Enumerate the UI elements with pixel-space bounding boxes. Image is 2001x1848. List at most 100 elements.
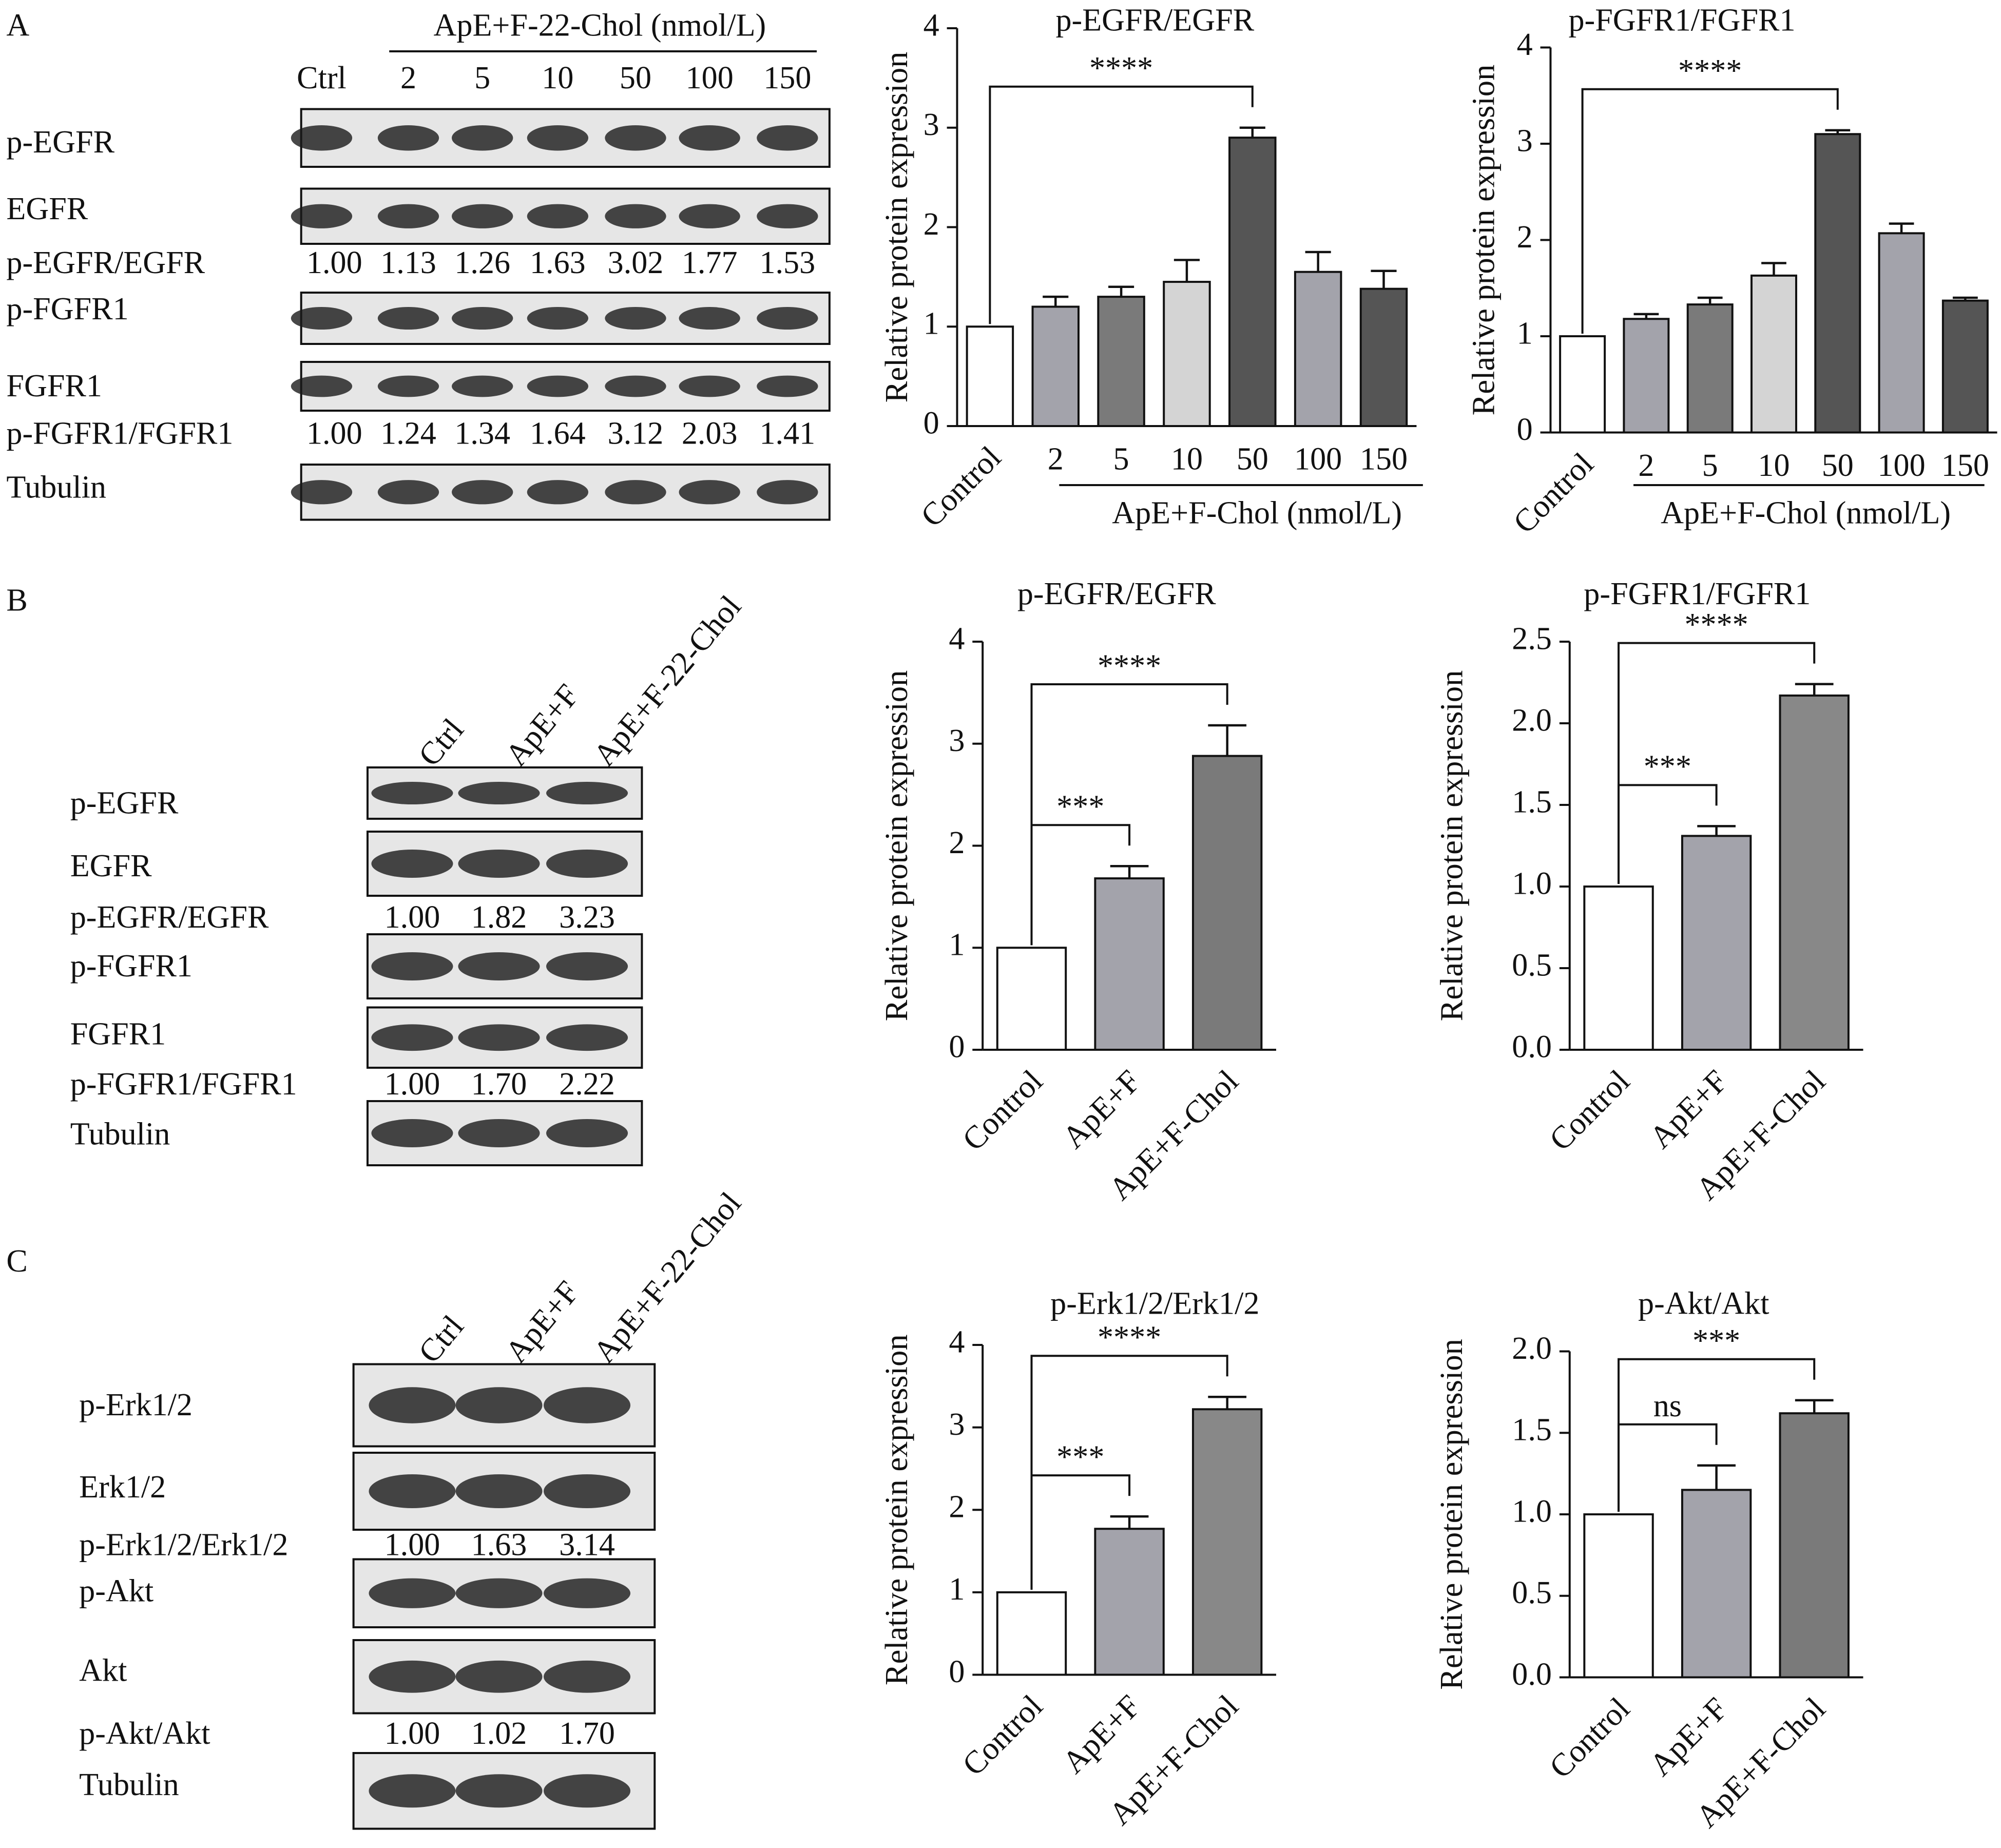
blot-band [452, 204, 513, 228]
blot-band [544, 1387, 631, 1423]
bar [1228, 137, 1277, 427]
blot-band [679, 480, 740, 505]
lane-label: Ctrl [297, 60, 347, 95]
ratio-value: 1.24 [380, 415, 436, 451]
ratio-value: 1.63 [471, 1527, 527, 1562]
y-tick-label: 2 [949, 825, 965, 860]
y-tick-label: 2.5 [1512, 621, 1552, 656]
bar [966, 325, 1014, 427]
y-tick-label: 0.0 [1512, 1657, 1552, 1692]
x-tick-label: Control [1507, 446, 1601, 541]
panel-letter: A [6, 7, 29, 43]
significance-bracket [1618, 642, 1816, 884]
lane-label: ApE+F [498, 678, 586, 773]
error-bar [1110, 865, 1149, 879]
bar [1097, 296, 1145, 427]
row-label: Erk1/2 [79, 1469, 166, 1505]
blot-band [546, 1024, 628, 1051]
y-tick-label: 1 [1517, 315, 1533, 351]
blot-band [544, 1474, 631, 1509]
lane-label: 150 [763, 60, 811, 95]
blot-band [757, 125, 818, 151]
bar [1094, 1528, 1165, 1676]
blot-band [291, 307, 353, 330]
blot-band [458, 952, 540, 980]
y-tick-label: 1 [949, 927, 965, 962]
y-tick-label: 1 [923, 305, 939, 341]
blot-band [527, 125, 589, 151]
y-tick-label: 0 [949, 1029, 965, 1064]
y-tick-label: 2 [923, 206, 939, 242]
ratio-value: 1.64 [530, 415, 586, 451]
significance-label: *** [1056, 1439, 1104, 1474]
blot-band [544, 1660, 631, 1693]
blot-band [527, 307, 589, 330]
y-tick-label: 3 [1517, 123, 1533, 158]
x-tick-label: Control [1543, 1063, 1637, 1158]
blot-band [369, 1660, 456, 1693]
panel-letter: C [6, 1243, 27, 1279]
error-bar [1697, 825, 1736, 836]
blot-header: ApE+F-22-Chol (nmol/L) [434, 7, 766, 43]
ratio-value: 1.41 [759, 415, 815, 451]
ratio-value: 1.02 [471, 1716, 527, 1751]
blot-band [377, 375, 439, 397]
chart-title: p-FGFR1/FGFR1 [1584, 576, 1811, 611]
blot-band [371, 952, 453, 980]
y-tick-label: 4 [1517, 27, 1533, 62]
y-axis-label: Relative protein expression [1434, 670, 1469, 1022]
blot-band [377, 204, 439, 228]
row-label: FGFR1 [6, 368, 102, 403]
y-tick-label: 2.0 [1512, 702, 1552, 738]
blot-band [679, 375, 740, 397]
error-bar [1371, 270, 1397, 289]
bar [1623, 318, 1670, 434]
x-tick-label: 150 [1360, 441, 1408, 476]
significance-bracket [1030, 1355, 1228, 1590]
blot-band [544, 1774, 631, 1808]
row-label: p-FGFR1/FGFR1 [6, 415, 233, 451]
x-tick-label: 10 [1758, 448, 1790, 483]
row-label: EGFR [70, 848, 152, 883]
blot-band [377, 307, 439, 330]
blot-band [291, 204, 353, 228]
y-tick-label: 3 [949, 723, 965, 758]
ratio-value: 1.00 [306, 245, 362, 280]
ratio-value: 1.26 [454, 245, 510, 280]
blot-band [605, 204, 666, 228]
blot-band [452, 307, 513, 330]
bar [1191, 1408, 1263, 1676]
ratio-value: 1.13 [380, 245, 436, 280]
bar [1094, 877, 1165, 1051]
blot-band [757, 480, 818, 505]
lane-label: 10 [542, 60, 573, 95]
y-tick-label: 1.5 [1512, 1412, 1552, 1447]
bar [1294, 271, 1342, 427]
y-axis-label: Relative protein expression [879, 1334, 914, 1685]
y-tick-label: 4 [923, 7, 939, 43]
ratio-value: 2.22 [559, 1066, 615, 1102]
blot-band [546, 1119, 628, 1147]
blot-band [452, 480, 513, 505]
error-bar [1697, 1464, 1736, 1490]
x-tick-label: ApE+F [1643, 1691, 1734, 1783]
blot-band [605, 375, 666, 397]
y-tick-label: 2 [1517, 219, 1533, 255]
blot-band [679, 204, 740, 228]
significance-label: **** [1684, 607, 1748, 642]
error-bar [1108, 285, 1134, 297]
y-axis-label: Relative protein expression [879, 670, 914, 1022]
ratio-value: 1.00 [384, 1527, 440, 1562]
y-tick-label: 1.5 [1512, 784, 1552, 819]
bar [1750, 274, 1797, 434]
blot-band [455, 1578, 543, 1608]
ratio-value: 3.14 [559, 1527, 615, 1562]
lane-label: 50 [620, 60, 651, 95]
blot-band [371, 1119, 453, 1147]
group-label: ApE+F-Chol (nmol/L) [1661, 495, 1951, 530]
error-bar [1208, 1395, 1247, 1410]
significance-bracket [989, 85, 1254, 324]
y-tick-label: 0.5 [1512, 947, 1552, 983]
x-tick-label: ApE+F [1056, 1063, 1147, 1155]
ratio-value: 1.77 [682, 245, 738, 280]
